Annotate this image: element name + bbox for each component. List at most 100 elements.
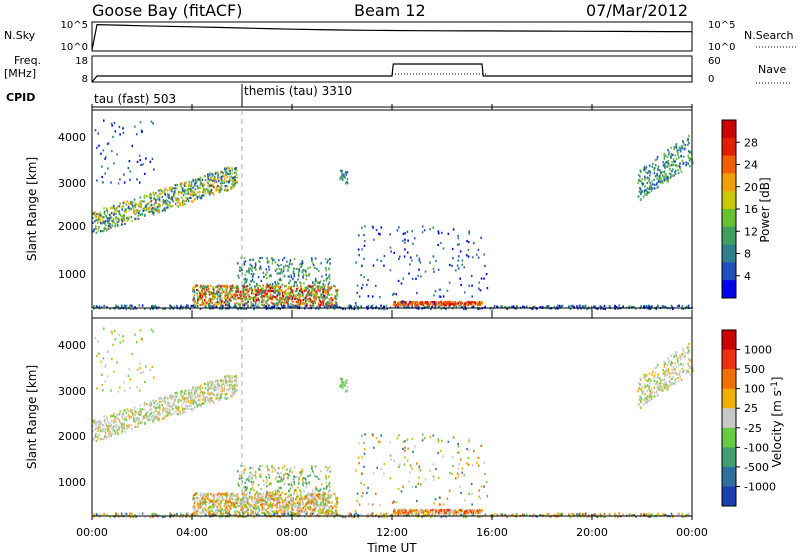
velocity-echo [234,379,237,382]
power-echo [201,183,204,186]
power-echo [355,304,358,307]
velocity-echo [224,500,227,503]
power-echo [179,204,181,207]
velocity-echo [154,409,157,412]
power-echo [298,296,300,299]
power-echo [176,204,179,207]
velocity-echo [163,409,165,412]
power-echo [187,199,190,202]
velocity-echo [279,504,281,507]
power-echo [671,307,674,311]
velocity-echo [249,466,252,470]
power-echo [196,288,198,292]
power-echo [211,305,213,308]
power-echo [278,300,281,303]
power-echo [158,205,161,208]
power-echo [272,289,274,293]
velocity-echo [221,498,224,501]
velocity-echo [218,492,220,495]
power-echo [229,178,231,181]
power-echo [109,207,112,210]
velocity-echo [194,492,197,495]
velocity-echo [161,408,164,411]
power-echo [208,174,211,177]
power-echo [132,207,135,210]
power-echo [451,247,454,251]
velocity-echo [107,435,110,438]
power-echo [675,146,678,149]
power-echo [248,287,251,290]
velocity-echo [109,415,112,418]
power-echo [228,168,231,171]
velocity-echo [288,474,290,477]
velocity-echo [325,481,327,484]
velocity-echo [326,469,329,472]
power-echo [666,177,668,180]
velocity-echo [243,493,245,496]
power-echo [122,214,124,217]
velocity-echo [219,503,221,506]
power-echo [664,305,667,309]
velocity-echo [224,512,227,515]
power-echo [184,182,186,185]
power-echo [324,284,327,287]
power-echo [666,175,668,178]
velocity-echo [271,506,273,509]
power-echo [289,291,291,295]
power-echo [198,292,201,295]
power-echo [419,301,421,304]
velocity-echo [326,512,328,515]
velocity-echo [225,376,228,379]
power-echo [147,202,149,206]
velocity-echo [295,504,297,507]
velocity-echo [127,414,130,417]
power-echo [153,168,155,171]
power-echo [280,299,283,303]
power-echo [236,176,238,179]
power-echo [216,175,219,178]
velocity-echo [163,396,166,400]
velocity-echo [94,427,97,430]
power-echo [224,294,226,297]
power-echo [276,289,279,292]
velocity-echo [92,420,95,423]
velocity-echo [169,409,171,412]
power-echo [393,300,396,304]
velocity-echo [283,509,286,512]
power-echo [547,305,550,308]
power-echo [474,302,477,305]
velocity-echo [210,383,213,387]
power-echo [100,214,102,217]
velocity-echo [242,503,245,506]
power-echo [113,213,115,216]
velocity-echo [217,397,220,400]
velocity-echo [92,437,95,440]
velocity-echo [325,485,328,489]
power-echo [667,149,669,152]
power-echo [463,307,465,311]
power-echo [417,305,420,308]
velocity-echo [304,504,307,507]
power-echo [576,305,578,308]
velocity-echo [163,398,165,401]
velocity-echo [287,510,289,513]
velocity-echo [97,340,99,343]
power-echo [219,297,222,300]
velocity-echo [249,491,251,494]
velocity-echo [259,464,261,468]
power-echo [203,188,205,191]
velocity-echo [188,391,190,394]
velocity-echo [244,506,247,509]
power-echo [296,297,298,301]
power-echo [295,281,298,284]
power-echo [432,226,435,229]
velocity-echo [143,403,146,406]
velocity-echo [306,498,309,501]
power-echo [291,263,293,266]
power-echo [305,273,307,276]
power-echo [216,297,219,300]
power-echo [106,212,109,215]
power-echo [136,178,138,181]
power-echo [300,288,302,291]
power-echo [178,190,181,193]
